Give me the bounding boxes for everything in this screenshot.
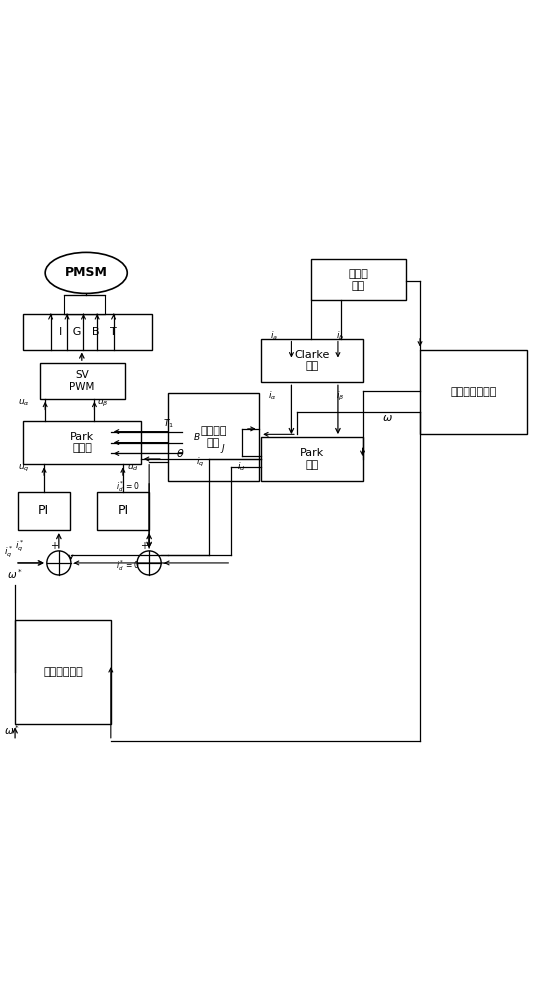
Text: $B$: $B$: [193, 431, 201, 442]
FancyBboxPatch shape: [261, 339, 362, 382]
FancyBboxPatch shape: [15, 620, 111, 724]
FancyBboxPatch shape: [23, 421, 141, 464]
Text: $i_d$: $i_d$: [236, 461, 245, 473]
FancyBboxPatch shape: [18, 492, 70, 530]
Text: $i^*_q$: $i^*_q$: [15, 538, 25, 554]
Text: 速度和角度计算: 速度和角度计算: [450, 387, 497, 397]
Text: 光电编
码器: 光电编 码器: [349, 269, 368, 291]
Text: PI: PI: [39, 504, 50, 517]
Text: $i^*_q$: $i^*_q$: [4, 545, 14, 560]
FancyBboxPatch shape: [40, 363, 124, 399]
Text: $i^*_d{=}0$: $i^*_d{=}0$: [116, 479, 140, 494]
Text: SV
PWM: SV PWM: [69, 370, 95, 392]
Circle shape: [137, 551, 161, 575]
Text: $i_q$: $i_q$: [196, 456, 204, 469]
Text: +: +: [140, 541, 148, 551]
Circle shape: [47, 551, 71, 575]
Text: $u_\beta$: $u_\beta$: [97, 398, 109, 409]
Text: Park
变换: Park 变换: [300, 448, 324, 470]
Text: Clarke
变换: Clarke 变换: [294, 350, 329, 371]
Text: I   G   B   T: I G B T: [59, 327, 117, 337]
Text: $J$: $J$: [221, 442, 226, 455]
Text: Park
逆变换: Park 逆变换: [70, 432, 94, 453]
FancyBboxPatch shape: [420, 350, 527, 434]
Text: $\theta$: $\theta$: [177, 447, 185, 459]
Text: 神经网络
辨识: 神经网络 辨识: [200, 426, 227, 448]
Text: $i_\beta$: $i_\beta$: [336, 390, 345, 403]
Text: $i_\alpha$: $i_\alpha$: [268, 390, 277, 402]
FancyBboxPatch shape: [311, 259, 406, 300]
Text: $u_d$: $u_d$: [127, 463, 139, 473]
Ellipse shape: [45, 252, 127, 293]
Text: $i^*_d{=}0$: $i^*_d{=}0$: [116, 558, 140, 573]
Text: -: -: [163, 558, 166, 568]
Text: $\omega^*$: $\omega^*$: [7, 568, 23, 581]
Text: -: -: [73, 558, 76, 568]
FancyBboxPatch shape: [97, 492, 149, 530]
Text: $u_q$: $u_q$: [18, 463, 29, 474]
Text: $\omega^*$: $\omega^*$: [4, 724, 20, 737]
Text: PMSM: PMSM: [65, 266, 108, 279]
Text: $u_\alpha$: $u_\alpha$: [18, 397, 30, 408]
Text: +: +: [50, 541, 58, 551]
FancyBboxPatch shape: [64, 295, 106, 314]
Text: $T_1$: $T_1$: [163, 417, 174, 430]
FancyBboxPatch shape: [261, 437, 362, 481]
FancyBboxPatch shape: [23, 314, 152, 350]
FancyBboxPatch shape: [168, 393, 258, 481]
Text: PI: PI: [118, 504, 129, 517]
Text: 自校正调节器: 自校正调节器: [43, 667, 83, 677]
Text: $i_b$: $i_b$: [336, 330, 344, 342]
Text: $i_a$: $i_a$: [270, 330, 278, 342]
Text: $\omega$: $\omega$: [382, 413, 393, 423]
